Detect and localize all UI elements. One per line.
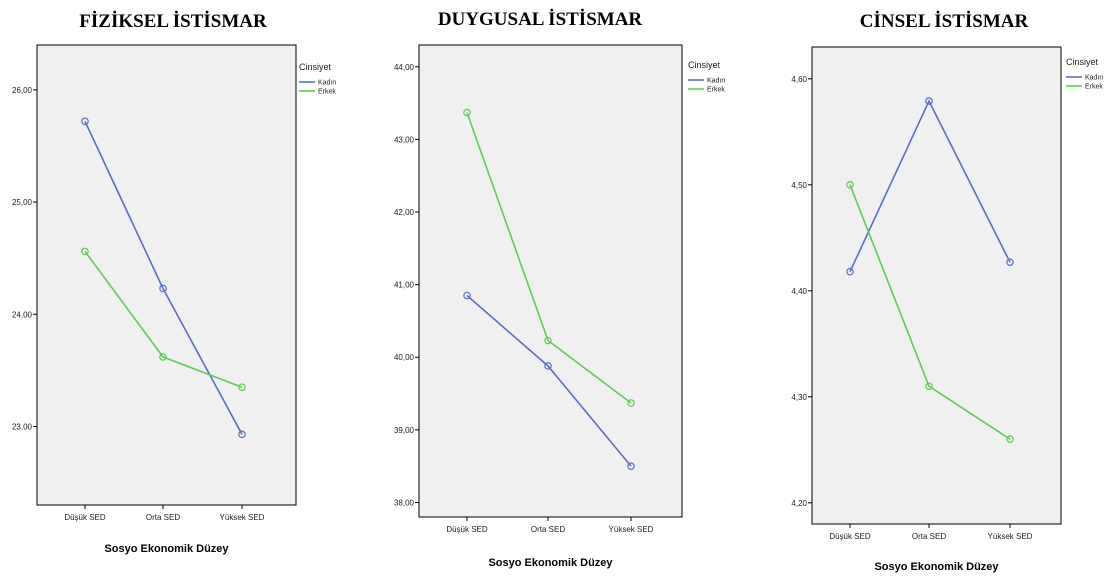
y-tick-label: 23,00 (12, 422, 33, 431)
x-axis-title: Sosyo Ekonomik Düzey (488, 557, 613, 569)
y-tick-label: 38,00 (394, 498, 415, 507)
series-line-erkek (849, 184, 1011, 440)
chart-title: DUYGUSAL İSTİSMAR (438, 9, 643, 30)
legend-label-kadın: Kadın (1085, 75, 1103, 82)
chart-title: FİZİKSEL İSTİSMAR (79, 11, 267, 32)
y-tick-label: 25,00 (12, 198, 33, 207)
data-point-kadın (238, 430, 246, 439)
legend-label-erkek: Erkek (318, 89, 336, 96)
series-line-kadın (84, 120, 243, 435)
y-tick-label: 39,00 (394, 426, 415, 435)
legend-title: Cinsiyet (299, 62, 332, 72)
data-point-erkek (627, 399, 635, 407)
data-point-kadın (544, 362, 552, 370)
data-point-kadın (627, 462, 635, 470)
x-tick-label: Yüksek SED (609, 525, 654, 534)
plot-area (418, 44, 683, 518)
legend-label-erkek: Erkek (707, 87, 725, 94)
y-tick-label: 4,40 (791, 287, 807, 296)
series-line-erkek (466, 112, 632, 404)
data-point-erkek (544, 336, 552, 345)
x-tick-label: Düşük SED (446, 525, 488, 534)
legend-title: Cinsiyet (1066, 57, 1099, 67)
data-point-erkek (463, 108, 471, 117)
data-point-erkek (81, 247, 89, 256)
y-tick-label: 4,30 (791, 393, 807, 402)
x-tick-label: Orta SED (912, 532, 946, 541)
x-tick-label: Yüksek SED (988, 532, 1033, 541)
x-axis-title: Sosyo Ekonomik Düzey (104, 543, 229, 555)
data-point-kadın (81, 117, 89, 126)
legend-title: Cinsiyet (688, 60, 721, 70)
data-point-erkek (846, 181, 854, 189)
x-tick-label: Düşük SED (829, 532, 871, 541)
data-point-kadın (846, 267, 854, 276)
data-point-erkek (925, 382, 933, 391)
plot-area (36, 44, 297, 506)
data-point-kadın (925, 97, 933, 105)
plot-area (811, 46, 1062, 525)
data-point-erkek (238, 383, 246, 391)
chart-title: CİNSEL İSTİSMAR (860, 11, 1029, 32)
x-tick-label: Orta SED (146, 513, 180, 522)
y-tick-label: 26,00 (12, 86, 33, 95)
series-line-kadın (849, 99, 1011, 273)
x-tick-label: Yüksek SED (220, 513, 265, 522)
x-axis-title: Sosyo Ekonomik Düzey (874, 561, 999, 573)
y-tick-label: 41,00 (394, 281, 415, 290)
legend-label-kadın: Kadın (707, 78, 725, 85)
y-tick-label: 24,00 (12, 310, 33, 319)
y-tick-label: 43,00 (394, 135, 415, 144)
data-point-kadın (1006, 258, 1014, 266)
x-tick-label: Orta SED (531, 525, 565, 534)
series-line-erkek (84, 250, 243, 388)
data-point-erkek (1006, 435, 1014, 444)
data-point-kadın (463, 291, 471, 300)
y-tick-label: 4,20 (791, 499, 807, 508)
y-tick-label: 4,60 (791, 75, 807, 84)
y-tick-label: 40,00 (394, 353, 415, 362)
y-tick-label: 44,00 (394, 63, 415, 72)
series-line-kadın (466, 294, 632, 467)
y-tick-label: 42,00 (394, 208, 415, 217)
x-tick-label: Düşük SED (64, 513, 106, 522)
legend-label-kadın: Kadın (318, 80, 336, 87)
y-tick-label: 4,50 (791, 181, 807, 190)
data-point-kadın (159, 284, 167, 293)
data-point-erkek (159, 353, 167, 361)
legend-label-erkek: Erkek (1085, 84, 1103, 91)
